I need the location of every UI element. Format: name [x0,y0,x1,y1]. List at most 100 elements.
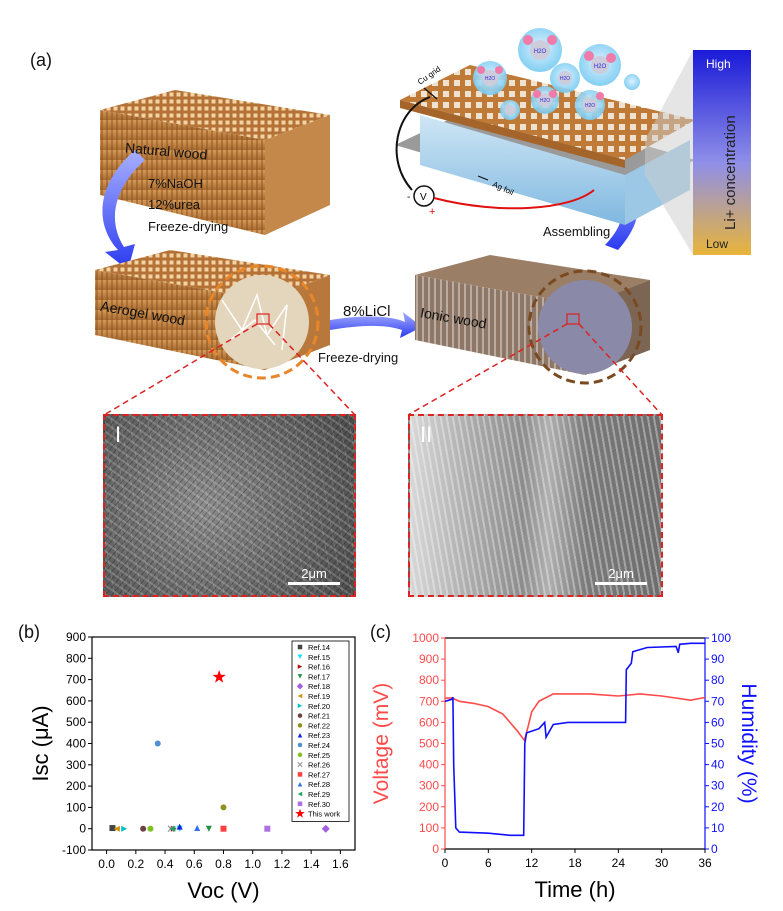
voltmeter-label: V [420,192,427,203]
x-tick-label: 1.6 [332,857,349,871]
data-point-ref-27 [220,825,227,832]
data-point-ref-25 [147,825,154,832]
legend-marker [297,674,303,679]
y-right-axis-label: Humidity (%) [737,683,760,803]
step1-freeze-drying: Freeze-drying [148,219,229,234]
legend-marker [297,732,303,738]
legend-entry: Ref.25 [308,751,330,760]
water-molecules: H2O H2O H2O H2O H2O H2O [473,28,640,120]
data-point-ref-22 [220,804,227,811]
y-right-tick-label: 80 [711,673,725,687]
legend-marker [297,693,303,699]
y-right-tick-label: 40 [711,758,725,772]
x-tick-label: 30 [655,856,669,870]
legend-marker [297,664,303,669]
y-left-tick-label: 300 [419,779,439,793]
x-tick-label: 0.4 [157,857,174,871]
legend-entry: This work [308,810,340,819]
legend-entry: Ref.21 [308,712,330,721]
y-tick-label: 300 [66,758,86,772]
sem-image-ionic: II 2μm [408,414,663,597]
legend-entry: Ref.19 [308,692,330,701]
y-tick-label: 600 [66,694,86,708]
x-tick-label: 0.0 [98,857,115,871]
y-tick-label: 100 [66,800,86,814]
legend-entry: Ref.15 [308,653,330,662]
y-tick-label: 500 [66,715,86,729]
legend-entry: Ref.27 [308,770,330,779]
y-tick-label: 0 [79,822,86,836]
legend-marker [296,682,304,690]
y-left-tick-label: 700 [419,694,439,708]
panel-b-label: (b) [18,622,40,642]
molecule-label: H2O [485,76,495,82]
x-axis-label: Voc (V) [187,878,259,903]
molecule-label: H2O [540,98,550,104]
step1-naoh: 7%NaOH [148,176,203,191]
sem-tag: I [115,422,122,447]
y-tick-label: 900 [66,630,86,644]
legend-box [291,640,350,822]
panel-c-label: (c) [370,622,391,642]
zoom-guide-lines [103,323,663,416]
device-illustration: H2O H2O H2O H2O H2O H2O Cu grid Ag foil … [395,28,695,225]
x-tick-label: 0 [442,856,449,870]
molecule-label: H2O [560,76,570,82]
legend-marker [297,772,303,777]
molecule-label: H2O [585,103,595,109]
y-left-tick-label: 900 [419,652,439,666]
voltage-line [445,693,706,743]
y-tick-label: 800 [66,651,86,665]
y-right-tick-label: 0 [711,842,718,856]
legend-entry: Ref.22 [308,721,330,730]
plus-label: + [429,206,435,218]
y-left-tick-label: 400 [419,758,439,772]
x-tick-label: 6 [485,856,492,870]
x-tick-label: 0.2 [127,857,144,871]
legend-marker [297,742,303,748]
x-tick-label: 24 [612,856,626,870]
y-right-tick-label: 20 [711,800,725,814]
data-point-ref-17 [205,825,212,832]
molecule-label: H2O [594,64,607,70]
legend-entry: Ref.14 [308,643,330,652]
legend-entry: Ref.20 [308,702,330,711]
natural-wood-block [100,90,330,235]
data-point-ref-21 [140,825,147,832]
legend-marker [297,654,303,660]
data-point-ref-23 [176,823,183,830]
y-tick-label: -100 [62,843,86,857]
legend-marker [297,713,303,718]
data-point-ref-30 [264,825,271,832]
sem-tag: II [420,422,433,447]
step2-freeze-drying: Freeze-drying [318,350,399,365]
legend-entry: Ref.24 [308,741,330,750]
x-tick-label: 1.0 [244,857,261,871]
scale-label: 2μm [301,566,327,581]
x-tick-label: 0.8 [215,857,232,871]
process-arrow-1 [102,150,145,270]
scale-label: 2μm [608,566,634,581]
legend-marker [297,644,303,650]
y-left-tick-label: 1000 [412,631,439,645]
licl-label: 8%LiCl [343,303,391,320]
y-left-tick-label: 100 [419,821,439,835]
li-concentration-colorbar [693,50,751,255]
y-right-tick-label: 90 [711,652,725,666]
y-left-tick-label: 200 [419,800,439,814]
legend-entry: Ref.18 [308,682,330,691]
legend-entry: Ref.17 [308,672,330,681]
data-point-ref-20 [121,825,128,832]
data-point-ref-18 [321,824,330,833]
y-tick-label: 200 [66,779,86,793]
assembling-label: Assembling [543,224,611,239]
y-left-tick-label: 0 [432,842,439,856]
humidity-line [444,642,705,837]
data-point-ref-19 [113,825,120,832]
y-right-tick-label: 60 [711,715,725,729]
legend-entry: Ref.28 [308,780,330,789]
legend-marker [295,808,305,818]
y-left-tick-label: 600 [419,715,439,729]
